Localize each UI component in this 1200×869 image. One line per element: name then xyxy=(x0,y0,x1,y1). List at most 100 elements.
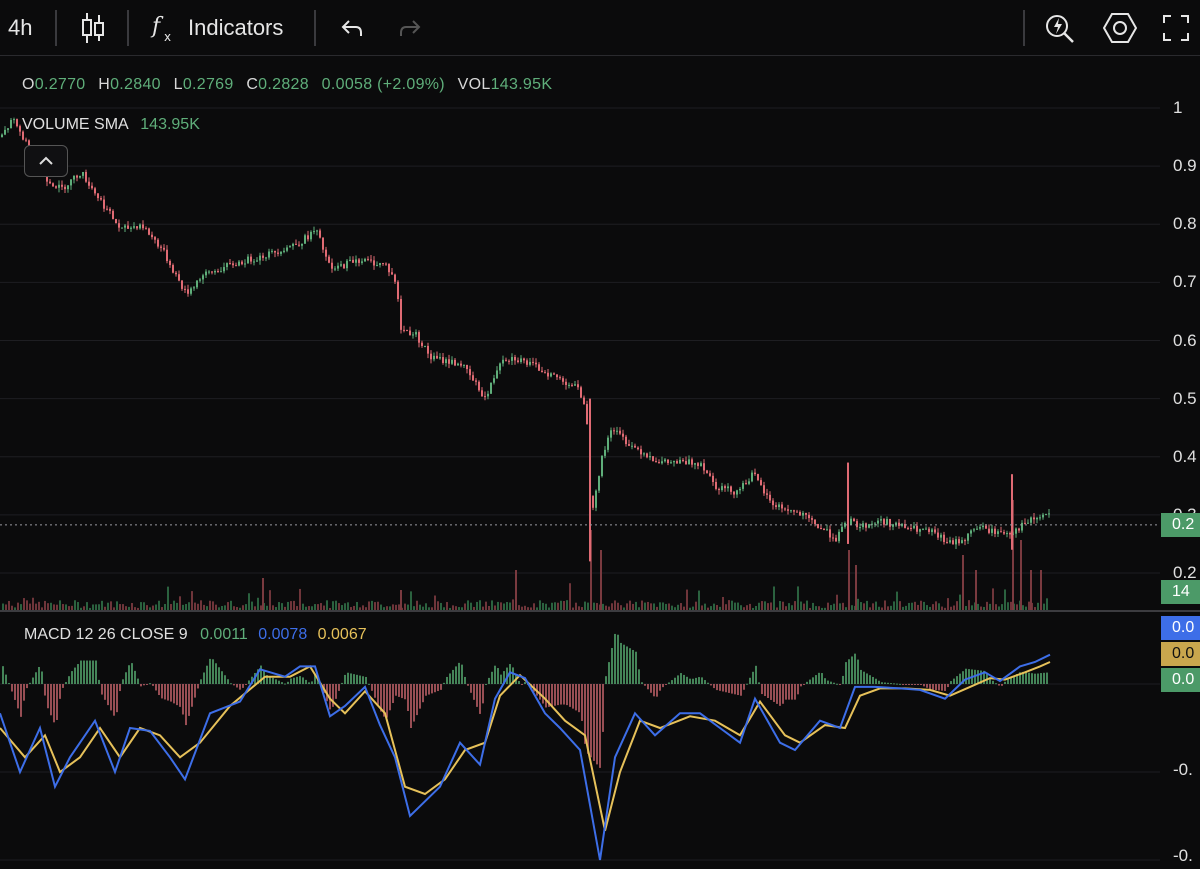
macd-histogram-bar xyxy=(101,684,103,695)
volume-bar xyxy=(122,604,124,610)
macd-histogram-bar xyxy=(284,683,286,685)
alert-icon[interactable] xyxy=(1044,0,1076,56)
macd-histogram-bar xyxy=(395,684,397,696)
volume-bar xyxy=(932,604,934,610)
candle-body xyxy=(409,330,411,336)
volume-bar xyxy=(710,606,712,610)
macd-histogram-bar xyxy=(503,671,505,684)
macd-histogram-bar xyxy=(638,669,640,684)
candle-body xyxy=(427,345,429,354)
volume-bar xyxy=(410,591,412,610)
macd-histogram-bar xyxy=(596,684,598,765)
candle-body xyxy=(403,329,405,331)
candle-body xyxy=(556,374,558,378)
volume-bar xyxy=(950,606,952,610)
candle-body xyxy=(154,237,156,240)
candle-body xyxy=(148,228,150,235)
macd-histogram-bar xyxy=(932,684,934,690)
volume-bar xyxy=(482,606,484,610)
candle-body xyxy=(355,259,357,263)
volume-bar xyxy=(356,601,358,610)
volume-bar xyxy=(953,605,955,610)
volume-bar xyxy=(962,555,964,610)
candle-body xyxy=(145,228,147,230)
undo-icon[interactable] xyxy=(340,0,364,56)
candle-body xyxy=(919,529,921,532)
candle-body xyxy=(415,332,417,335)
macd-histogram-bar xyxy=(239,684,241,690)
macd-histogram-bar xyxy=(104,684,106,700)
candle-body xyxy=(1027,522,1029,524)
candle-body xyxy=(913,525,915,529)
candle-body xyxy=(766,493,768,495)
macd-histogram-bar xyxy=(212,659,214,684)
volume-bar xyxy=(806,600,808,610)
volume-bar xyxy=(305,606,307,610)
macd-histogram-bar xyxy=(467,684,469,686)
candle-body xyxy=(319,230,321,238)
macd-histogram-bar xyxy=(218,667,220,684)
volume-bar xyxy=(884,600,886,610)
candle-body xyxy=(247,256,249,264)
collapse-legend-button[interactable] xyxy=(24,145,68,177)
volume-bar xyxy=(776,607,778,610)
macd-histogram-bar xyxy=(557,684,559,706)
macd-histogram-bar xyxy=(59,684,61,699)
candle-body xyxy=(961,540,963,544)
macd-histogram-bar xyxy=(752,671,754,684)
volume-bar xyxy=(833,603,835,610)
candle-body xyxy=(712,475,714,483)
candle-body xyxy=(259,255,261,261)
candlestick-icon[interactable] xyxy=(80,0,106,56)
volume-bar xyxy=(23,598,25,610)
volume-bar xyxy=(992,588,994,610)
macd-histogram-bar xyxy=(746,683,748,685)
volume-bar xyxy=(212,601,214,610)
price-chart[interactable] xyxy=(0,56,1200,869)
redo-icon[interactable] xyxy=(398,0,422,56)
macd-histogram-bar xyxy=(53,684,55,723)
macd-histogram-bar xyxy=(47,684,49,709)
macd-histogram-bar xyxy=(494,665,496,684)
volume-bar xyxy=(650,603,652,610)
candle-body xyxy=(865,523,867,528)
candle-body xyxy=(694,463,696,465)
macd-histogram-bar xyxy=(899,683,901,685)
volume-bar xyxy=(731,600,733,610)
volume-bar xyxy=(191,591,193,610)
volume-bar xyxy=(812,602,814,610)
macd-histogram-bar xyxy=(296,676,298,684)
candle-body xyxy=(661,461,663,464)
volume-bar xyxy=(857,598,859,610)
volume-bar xyxy=(404,603,406,610)
volume-bar xyxy=(494,605,496,610)
volume-bar xyxy=(140,602,142,610)
macd-histogram-bar xyxy=(770,684,772,700)
macd-histogram-bar xyxy=(182,684,184,715)
macd-histogram-bar xyxy=(11,684,13,692)
candle-body xyxy=(391,272,393,275)
macd-histogram-bar xyxy=(692,678,694,684)
price-axis-label: 1 xyxy=(1173,98,1183,117)
volume-bar xyxy=(563,601,565,610)
toolbar-divider xyxy=(314,10,316,46)
macd-histogram-bar xyxy=(1019,672,1021,684)
indicators-button[interactable]: f x Indicators xyxy=(150,0,283,56)
macd-histogram-bar xyxy=(437,684,439,692)
settings-icon[interactable] xyxy=(1103,0,1137,56)
interval-selector[interactable]: 4h xyxy=(8,15,33,40)
macd-histogram-bar xyxy=(122,679,124,684)
volume-bar xyxy=(425,603,427,610)
macd-histogram-bar xyxy=(977,670,979,684)
candle-body xyxy=(448,359,450,364)
candle-body xyxy=(991,528,993,533)
candle-body xyxy=(7,128,9,130)
macd-histogram-bar xyxy=(1010,677,1012,684)
candle-body xyxy=(802,512,804,516)
macd-histogram-bar xyxy=(74,667,76,684)
candle-body xyxy=(178,274,180,281)
fullscreen-icon[interactable] xyxy=(1162,0,1190,56)
volume-bar xyxy=(617,602,619,610)
candle-body xyxy=(715,482,717,489)
macd-histogram-bar xyxy=(368,683,370,685)
